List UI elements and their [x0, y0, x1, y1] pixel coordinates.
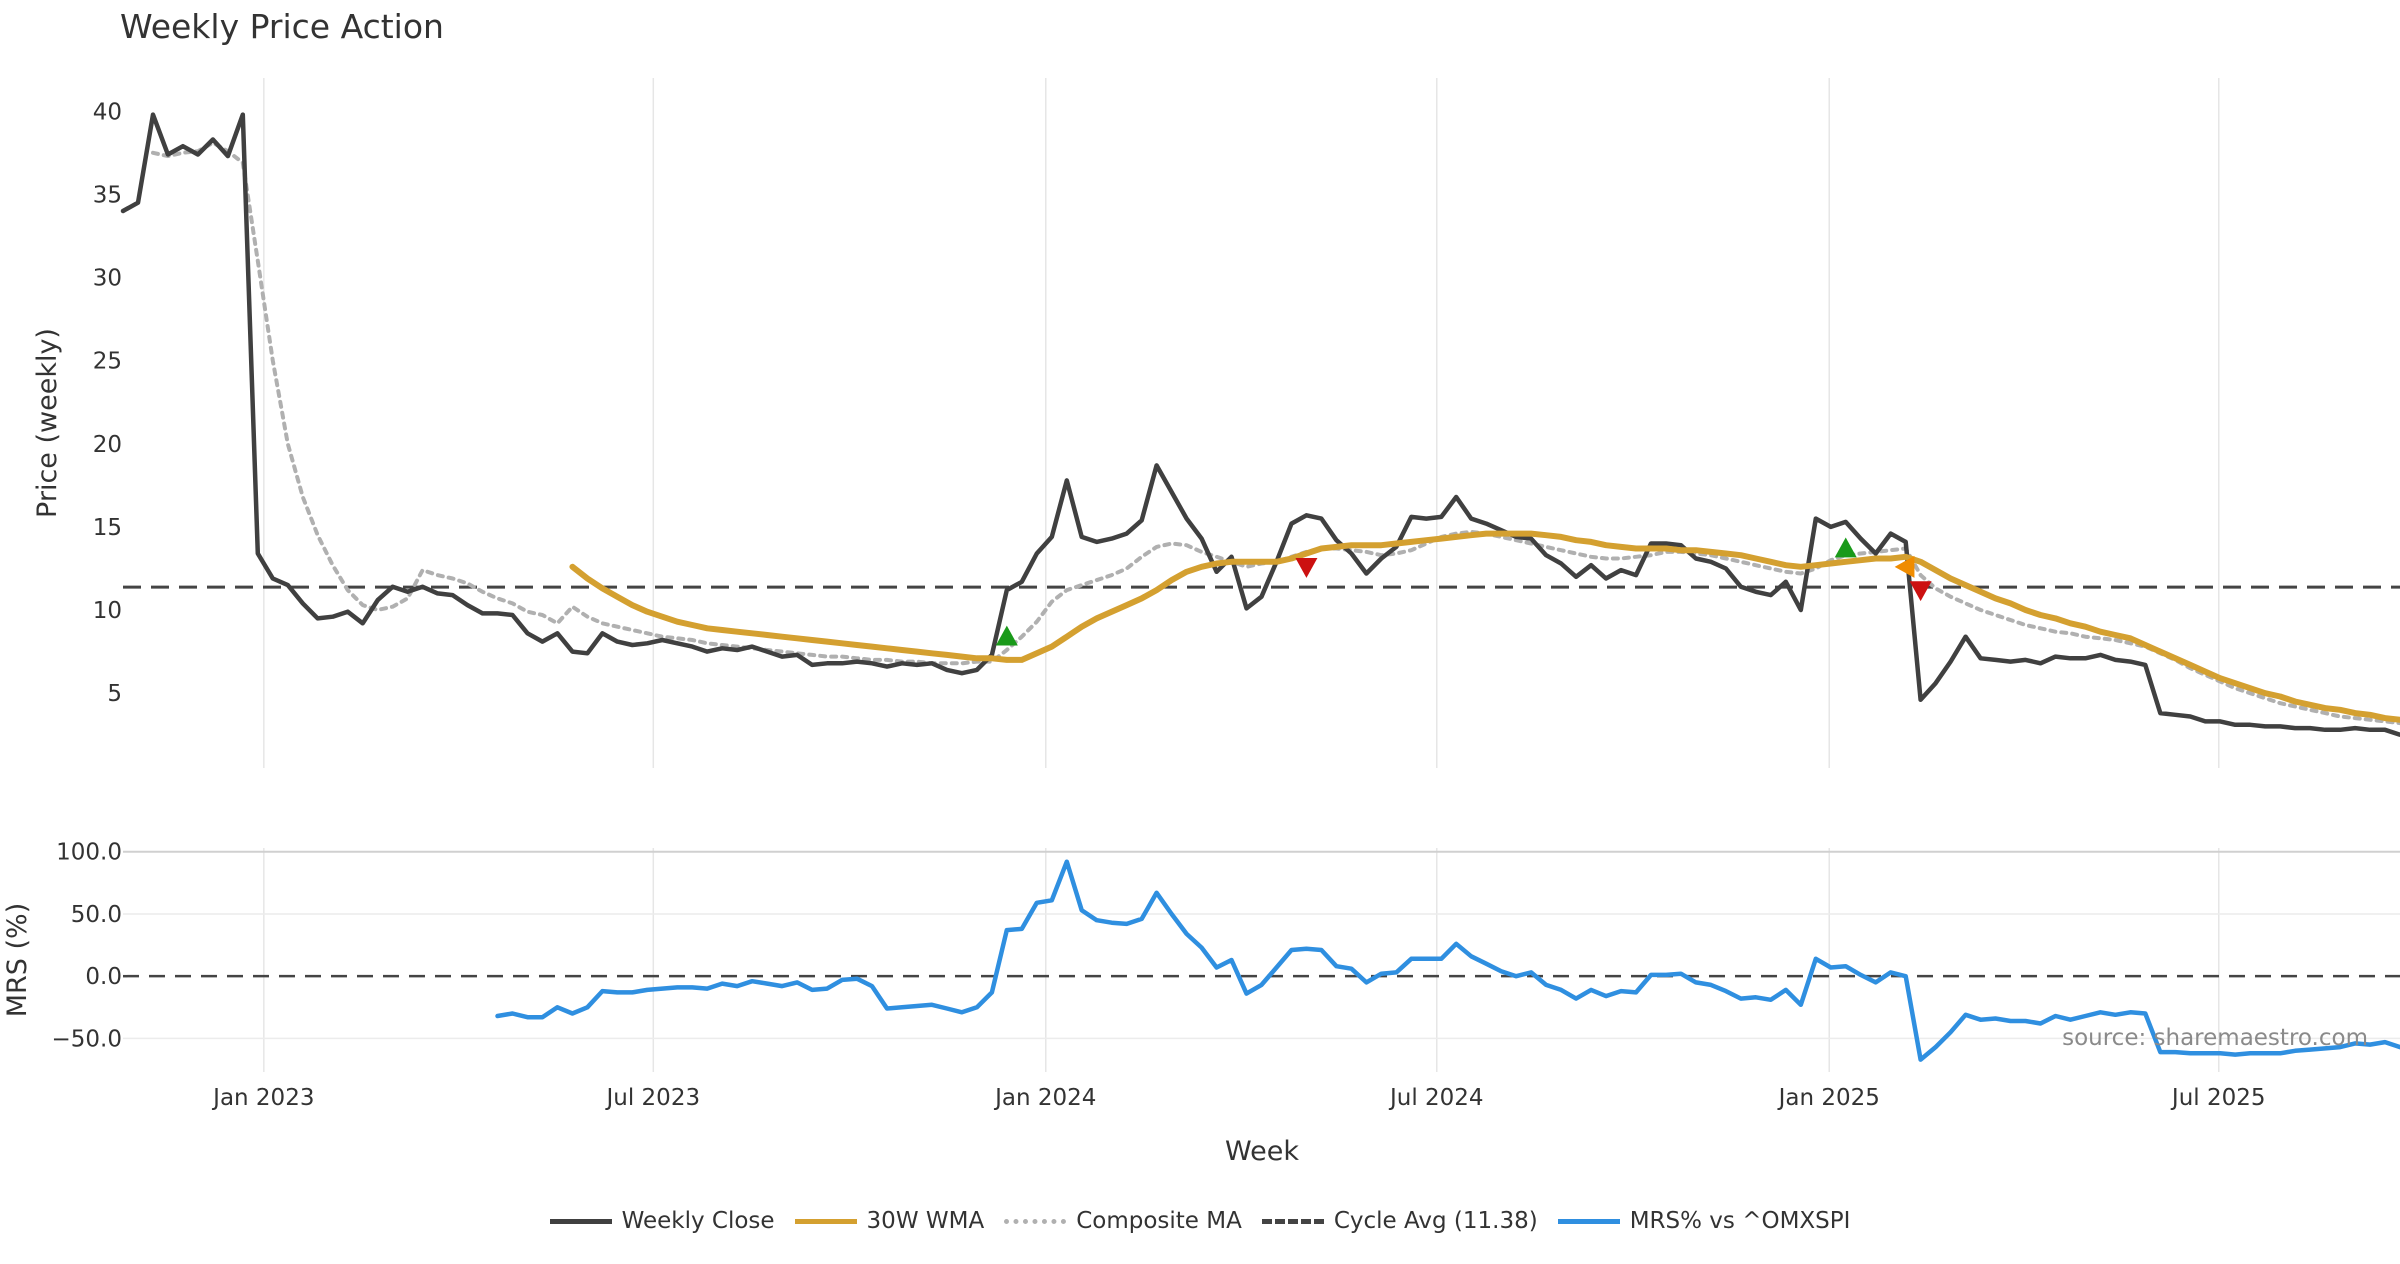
mrs-ytick-label: −50.0 [52, 1026, 122, 1052]
legend-item: 30W WMA [795, 1208, 985, 1234]
signal-marker-triangle-up [1835, 538, 1857, 558]
chart-legend: Weekly Close 30W WMA Composite MA Cycle Avg… [0, 1208, 2400, 1234]
legend-label: Weekly Close [622, 1208, 775, 1234]
gridlines [123, 78, 2400, 1072]
composite-ma-line [153, 143, 2400, 727]
price-ytick-label: 20 [93, 432, 122, 458]
legend-item: Weekly Close [550, 1208, 775, 1234]
xtick-label: Jul 2023 [604, 1085, 700, 1111]
price-ytick-label: 30 [93, 266, 122, 292]
legend-label: 30W WMA [867, 1208, 985, 1234]
price-ytick-label: 5 [107, 681, 122, 707]
x-axis-label: Week [1225, 1136, 1299, 1167]
legend-swatch [1262, 1219, 1324, 1224]
price-ytick-label: 25 [93, 349, 122, 375]
mrs-ytick-label: 50.0 [71, 902, 122, 928]
legend-swatch [550, 1219, 612, 1224]
weekly-close-line [123, 115, 2400, 740]
price-ytick-label: 35 [93, 182, 122, 208]
legend-item: Cycle Avg (11.38) [1262, 1208, 1538, 1234]
xtick-label: Jan 2024 [993, 1085, 1096, 1111]
legend-swatch [1004, 1219, 1066, 1224]
price-ytick-label: 10 [93, 598, 122, 624]
price-ylabel: Price (weekly) [32, 328, 63, 518]
xtick-label: Jan 2025 [1777, 1085, 1880, 1111]
signal-marker-triangle-down [1295, 558, 1317, 578]
price-ytick-label: 15 [93, 515, 122, 541]
legend-item: MRS% vs ^OMXSPI [1558, 1208, 1851, 1234]
xtick-label: Jul 2024 [1388, 1085, 1484, 1111]
mrs-ytick-label: 100.0 [56, 840, 122, 866]
legend-swatch [1558, 1219, 1620, 1224]
mrs-ytick-label: 0.0 [85, 964, 122, 990]
xtick-label: Jul 2025 [2170, 1085, 2266, 1111]
xtick-label: Jan 2023 [211, 1085, 314, 1111]
mrs-ylabel: MRS (%) [2, 903, 33, 1018]
source-annotation: source: sharemaestro.com [2062, 1025, 2368, 1051]
legend-label: Cycle Avg (11.38) [1334, 1208, 1538, 1234]
chart-title: Weekly Price Action [120, 7, 444, 46]
legend-label: MRS% vs ^OMXSPI [1630, 1208, 1851, 1234]
legend-swatch [795, 1219, 857, 1224]
legend-label: Composite MA [1076, 1208, 1242, 1234]
wma-30w-line [572, 534, 2400, 722]
price-ytick-label: 40 [93, 99, 122, 125]
legend-item: Composite MA [1004, 1208, 1242, 1234]
